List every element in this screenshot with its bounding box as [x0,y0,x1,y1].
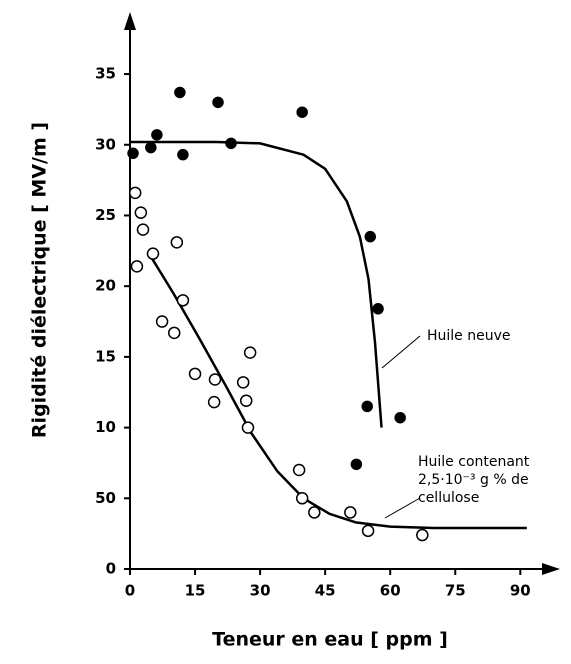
data-point [174,86,186,99]
data-point [361,524,375,538]
y-tick-label: 30 [95,135,116,153]
data-point [146,247,160,260]
y-tick-label: 35 [95,65,116,83]
y-tick-label: 15 [95,347,116,365]
data-point [188,367,202,381]
annotation: cellulose [418,490,479,506]
data-point [308,506,321,519]
data-point [364,230,377,243]
x-axis-title: Teneur en eau [ ppm ] [212,629,448,651]
data-point [176,294,190,307]
data-point [372,303,384,315]
annotation: 2,5·10⁻³ g % de [418,472,529,488]
y-tick-label: 20 [95,277,116,295]
y-tick-label: 50 [95,489,116,507]
data-point [296,106,308,118]
x-tick-label: 75 [445,582,466,600]
data-point [292,463,306,477]
data-point [128,186,142,200]
x-tick-label: 30 [250,582,271,600]
data-point [145,141,157,154]
data-point [236,376,250,389]
data-point [134,206,148,219]
fit-curve [130,140,383,428]
data-point [127,147,139,160]
data-point [170,236,184,249]
x-tick-label: 45 [315,582,336,600]
x-tick-label: 90 [510,582,531,600]
leader-line [381,335,421,369]
x-tick-label: 15 [185,582,206,600]
x-axis-arrow [542,563,560,575]
data-point [136,223,150,236]
data-point [212,96,224,109]
data-point [361,400,373,413]
y-axis-title: Rigidité diélectrique [ MV/m ] [29,122,51,438]
data-point [243,346,257,359]
annotation: Huile neuve [427,328,511,344]
y-tick-label: 25 [95,206,116,224]
data-point [394,411,406,424]
data-point [151,129,163,141]
data-point [239,394,253,407]
data-point [207,395,221,409]
y-axis-arrow [124,12,136,30]
data-point [225,137,237,150]
data-point [416,528,429,542]
y-tick-label: 10 [95,418,116,436]
data-point [208,373,222,386]
leader-line [384,497,421,519]
data-point [241,421,255,434]
data-point [350,458,363,471]
data-point [130,260,144,273]
data-point [167,326,181,340]
y-tick-label: 0 [106,560,116,578]
x-tick-label: 60 [380,582,401,600]
data-point [177,148,189,161]
annotation: Huile contenant [418,454,530,470]
data-point [344,506,357,519]
data-point [155,315,169,328]
data-point [295,492,309,505]
x-tick-label: 0 [125,582,135,600]
